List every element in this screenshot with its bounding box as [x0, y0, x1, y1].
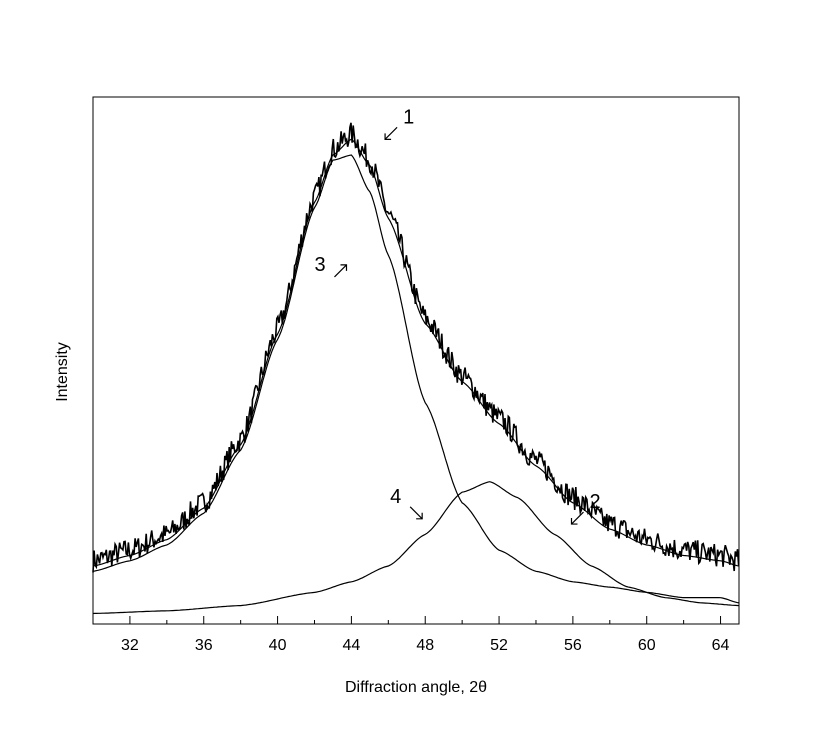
- annotation-2-arrow: [571, 511, 584, 525]
- x-tick-label: 32: [121, 637, 139, 654]
- x-axis-label: Diffraction angle, 2θ: [345, 679, 487, 696]
- x-tick-label: 40: [269, 637, 287, 654]
- plot-frame: [92, 96, 740, 625]
- series-3-line: [92, 154, 740, 604]
- series-1-line: [92, 122, 740, 573]
- annotation-4-label: 4: [390, 486, 401, 508]
- annotation-2-label: 2: [589, 491, 600, 513]
- series-2-line: [92, 138, 740, 567]
- annotation-4-arrowhead: [416, 512, 423, 520]
- x-tick-label: 44: [343, 637, 361, 654]
- annotation-3-arrowhead: [340, 264, 348, 271]
- annotation-2-arrowhead: [570, 518, 578, 525]
- x-tick-label: 64: [712, 637, 730, 654]
- x-tick-label: 56: [564, 637, 582, 654]
- series-4-line: [92, 481, 740, 615]
- annotation-1-arrowhead: [384, 133, 392, 140]
- annotation-3-arrow: [334, 264, 347, 278]
- x-tick-label: 52: [490, 637, 508, 654]
- series-curves: [92, 122, 740, 615]
- annotation-1-arrow: [384, 126, 398, 140]
- x-axis-tick-labels: 32 36 40 44 48 52 56 60 64: [121, 637, 730, 654]
- curve-annotations: 1 3 4 2: [314, 106, 601, 525]
- x-axis-ticks: [92, 616, 722, 624]
- annotation-4-arrow: [409, 506, 423, 520]
- x-tick-label: 36: [195, 637, 213, 654]
- y-axis-label: Intensity: [54, 342, 71, 402]
- annotation-3-label: 3: [314, 254, 325, 276]
- annotation-1-label: 1: [403, 106, 414, 128]
- x-tick-label: 48: [416, 637, 434, 654]
- x-tick-label: 60: [638, 637, 656, 654]
